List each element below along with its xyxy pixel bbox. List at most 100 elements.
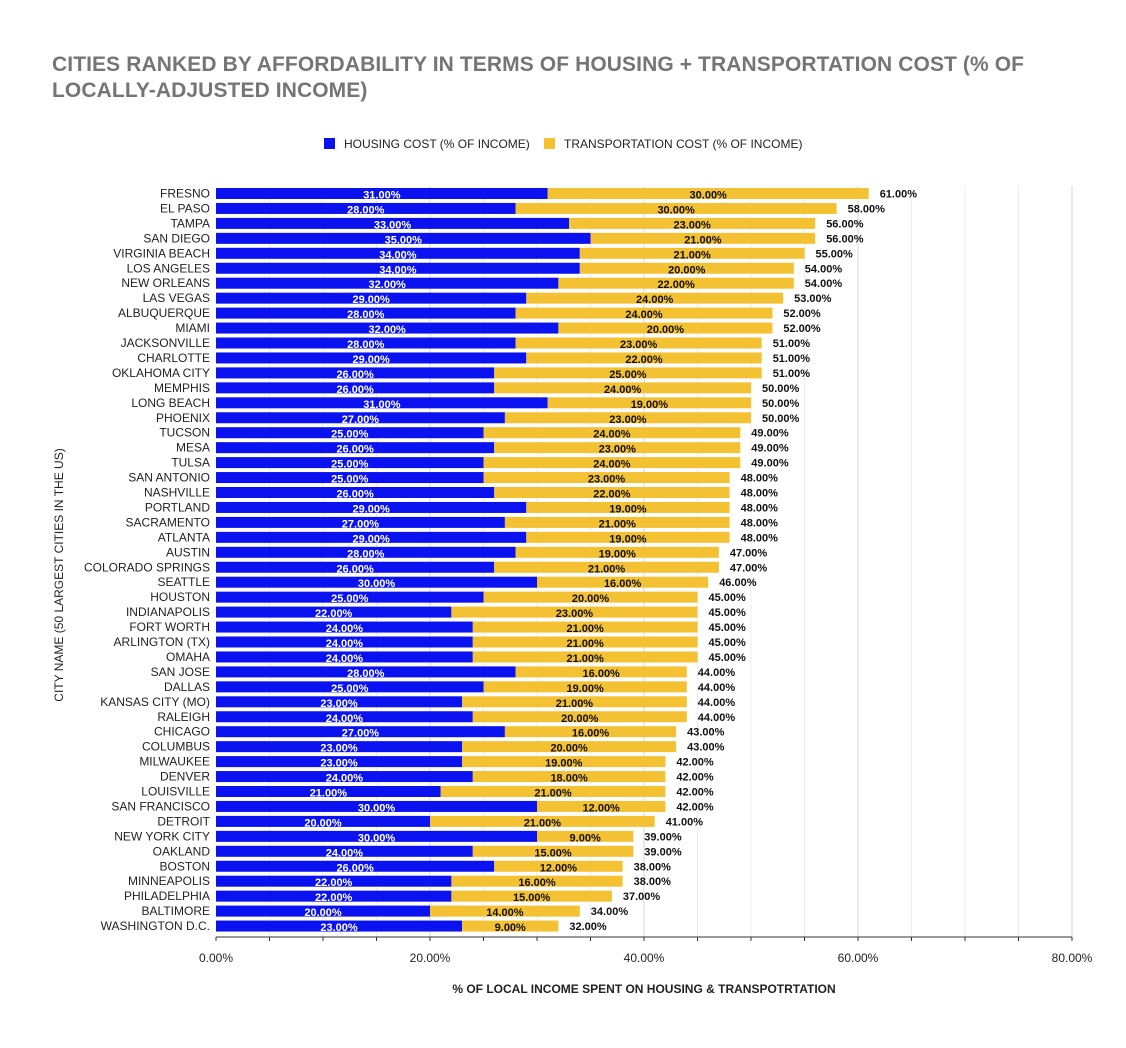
- data-label-total: 51.00%: [773, 368, 811, 380]
- category-label: SAN DIEGO: [143, 231, 210, 245]
- data-label-transport: 24.00%: [593, 459, 631, 471]
- data-label-total: 37.00%: [623, 891, 661, 903]
- data-label-housing: 29.00%: [352, 294, 390, 306]
- legend-swatch-housing: [324, 138, 335, 149]
- data-label-housing: 25.00%: [331, 683, 369, 695]
- data-label-transport: 23.00%: [609, 414, 647, 426]
- bar-housing: [216, 800, 537, 812]
- data-label-transport: 19.00%: [599, 548, 637, 560]
- legend-swatch-transport: [544, 138, 555, 149]
- data-label-transport: 15.00%: [513, 892, 551, 904]
- bar-transport: [451, 606, 698, 618]
- data-label-transport: 20.00%: [647, 324, 685, 336]
- category-label: DETROIT: [157, 814, 210, 828]
- data-label-total: 56.00%: [826, 233, 864, 245]
- data-label-housing: 28.00%: [347, 548, 385, 560]
- data-label-total: 39.00%: [644, 846, 682, 858]
- bar-housing: [216, 606, 452, 618]
- x-tick-labels: 0.00% 20.00% 40.00% 60.00% 80.00%: [199, 951, 1093, 965]
- bar-transport: [547, 188, 869, 199]
- category-label: PORTLAND: [145, 500, 210, 514]
- bar-transport: [494, 367, 762, 379]
- data-label-transport: 21.00%: [684, 234, 722, 246]
- data-label-transport: 21.00%: [524, 817, 562, 829]
- bar-housing: [216, 202, 516, 214]
- data-label-total: 45.00%: [709, 592, 747, 604]
- bar-transport: [547, 397, 751, 409]
- bar-transport: [483, 681, 687, 693]
- data-label-housing: 24.00%: [326, 653, 364, 665]
- data-label-total: 48.00%: [741, 532, 779, 544]
- bar-housing: [216, 591, 484, 603]
- data-label-transport: 30.00%: [690, 190, 728, 202]
- data-label-housing: 31.00%: [363, 190, 401, 202]
- category-label: MIAMI: [175, 321, 210, 335]
- category-label: MINNEAPOLIS: [128, 874, 210, 888]
- category-label: MILWAUKEE: [139, 755, 210, 769]
- data-label-total: 48.00%: [741, 488, 779, 500]
- bar-transport: [494, 860, 623, 872]
- data-label-total: 42.00%: [676, 801, 714, 813]
- bar-transport: [515, 202, 837, 214]
- category-label: OMAHA: [166, 650, 210, 664]
- data-label-housing: 29.00%: [352, 354, 390, 366]
- data-label-transport: 12.00%: [583, 802, 621, 814]
- data-label-housing: 31.00%: [363, 399, 401, 411]
- bar-transport: [504, 516, 730, 528]
- category-label: DALLAS: [164, 680, 210, 694]
- data-label-housing: 24.00%: [326, 847, 364, 859]
- data-label-total: 38.00%: [634, 876, 672, 888]
- data-label-transport: 30.00%: [657, 204, 695, 216]
- data-label-housing: 24.00%: [326, 638, 364, 650]
- category-label: LOUISVILLE: [141, 785, 210, 799]
- bar-housing: [216, 531, 527, 543]
- data-label-transport: 20.00%: [561, 713, 599, 725]
- category-label: RALEIGH: [157, 710, 210, 724]
- bar-transport: [537, 830, 634, 842]
- bar-transport: [558, 322, 773, 334]
- data-label-housing: 23.00%: [320, 743, 358, 755]
- data-label-total: 45.00%: [709, 607, 747, 619]
- data-label-total: 47.00%: [730, 547, 768, 559]
- data-label-total: 42.00%: [676, 772, 714, 784]
- data-label-transport: 9.00%: [495, 922, 526, 934]
- bar-housing: [216, 741, 463, 753]
- bar-transport: [537, 800, 666, 812]
- bar-housing: [216, 860, 495, 872]
- bar-housing: [216, 636, 473, 648]
- data-label-transport: 24.00%: [636, 294, 674, 306]
- data-label-transport: 19.00%: [609, 503, 647, 515]
- data-label-transport: 19.00%: [631, 399, 669, 411]
- category-label: EL PASO: [160, 201, 210, 215]
- bar-transport: [558, 277, 794, 289]
- bar-housing: [216, 472, 484, 484]
- bar-transport: [483, 457, 741, 469]
- bar-transport: [430, 905, 580, 917]
- bar-transport: [483, 472, 730, 484]
- data-label-housing: 24.00%: [326, 713, 364, 725]
- data-label-housing: 26.00%: [336, 563, 374, 575]
- category-label: SEATTLE: [158, 575, 210, 589]
- data-label-total: 61.00%: [880, 189, 918, 201]
- bar-housing: [216, 367, 495, 379]
- data-label-transport: 21.00%: [566, 623, 604, 635]
- data-label-total: 48.00%: [741, 517, 779, 529]
- bar-housing: [216, 487, 495, 498]
- bar-housing: [216, 217, 570, 229]
- data-label-total: 54.00%: [805, 263, 843, 275]
- legend-label-housing: HOUSING COST (% OF INCOME): [344, 137, 530, 151]
- bar-housing: [216, 815, 430, 827]
- bar-transport: [494, 561, 719, 573]
- bar-transport: [440, 786, 666, 797]
- category-label: NEW YORK CITY: [114, 829, 210, 843]
- x-tick-label: 0.00%: [199, 951, 233, 965]
- bar-transport: [526, 292, 784, 304]
- category-label: DENVER: [160, 770, 210, 784]
- category-label: AUSTIN: [166, 545, 210, 559]
- category-label: FRESNO: [160, 187, 210, 201]
- bar-transport: [515, 337, 762, 349]
- data-label-transport: 21.00%: [566, 653, 604, 665]
- data-label-total: 45.00%: [709, 652, 747, 664]
- bar-transport: [579, 262, 794, 274]
- data-label-transport: 24.00%: [604, 384, 642, 396]
